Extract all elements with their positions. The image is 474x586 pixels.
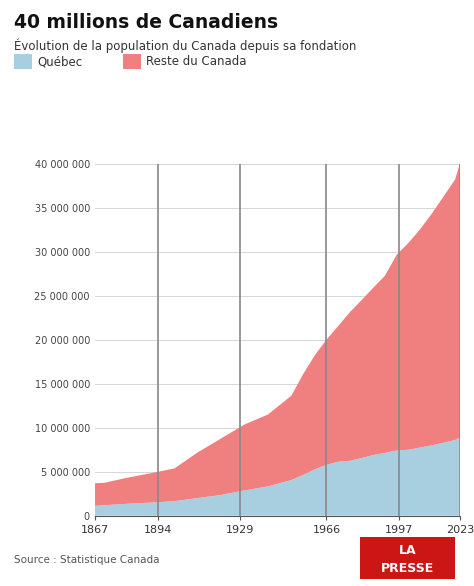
Text: PRESSE: PRESSE	[381, 562, 434, 575]
Text: LA: LA	[399, 544, 417, 557]
Text: Québec: Québec	[37, 55, 82, 68]
Text: Reste du Canada: Reste du Canada	[146, 55, 246, 68]
Text: Évolution de la population du Canada depuis sa fondation: Évolution de la population du Canada dep…	[14, 38, 356, 53]
Text: 40 millions de Canadiens: 40 millions de Canadiens	[14, 13, 278, 32]
Text: Source : Statistique Canada: Source : Statistique Canada	[14, 556, 160, 565]
